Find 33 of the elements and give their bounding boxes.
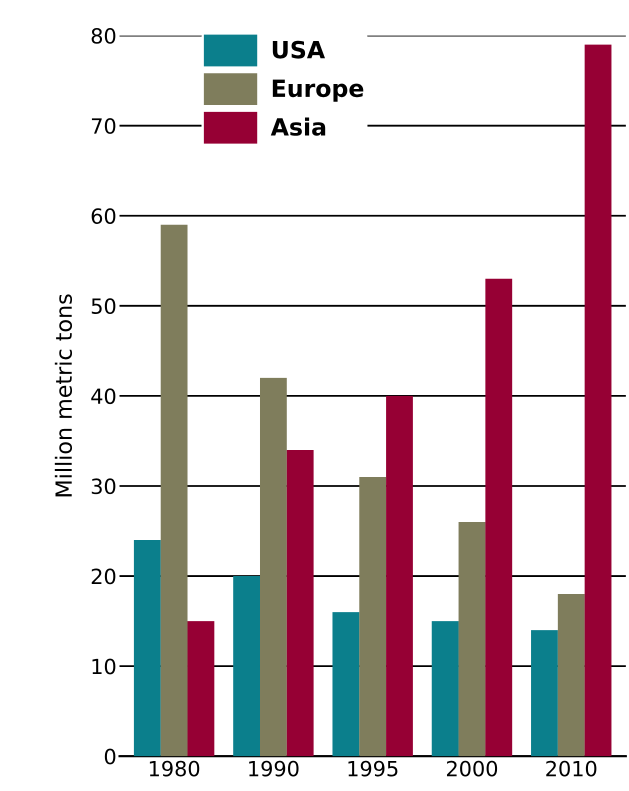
y-tick-label: 80 bbox=[92, 28, 116, 44]
legend-label: USA bbox=[272, 40, 326, 59]
y-axis-title: Million metric tons bbox=[54, 294, 72, 496]
bar bbox=[233, 576, 260, 756]
bar bbox=[134, 540, 161, 756]
bar bbox=[286, 450, 314, 756]
x-tick-label: 2000 bbox=[446, 760, 498, 776]
bar bbox=[260, 378, 287, 756]
bar bbox=[485, 278, 512, 756]
bar bbox=[188, 621, 214, 756]
y-tick-label: 10 bbox=[92, 658, 116, 674]
bar bbox=[332, 612, 360, 756]
legend-label: Europe bbox=[272, 80, 364, 102]
y-tick-label: 70 bbox=[92, 118, 116, 134]
y-tick-label: 30 bbox=[92, 478, 116, 494]
x-tick-label: 1995 bbox=[348, 760, 398, 776]
bar bbox=[432, 621, 459, 756]
bar bbox=[160, 224, 188, 756]
bar bbox=[386, 396, 413, 756]
bar bbox=[558, 594, 585, 756]
y-tick-label: 40 bbox=[91, 388, 116, 404]
x-tick-label: 1980 bbox=[150, 760, 200, 776]
y-tick-label: 0 bbox=[104, 748, 116, 764]
bar bbox=[458, 522, 486, 756]
bar bbox=[584, 44, 612, 756]
x-tick-label: 1990 bbox=[249, 760, 299, 776]
y-tick-label: 60 bbox=[92, 208, 116, 224]
x-tick-label: 2010 bbox=[546, 760, 596, 776]
legend-label: Asia bbox=[270, 118, 326, 136]
bar bbox=[359, 476, 386, 756]
bar bbox=[531, 630, 558, 756]
y-tick-label: 20 bbox=[92, 568, 116, 584]
y-tick-label: 50 bbox=[92, 298, 116, 314]
